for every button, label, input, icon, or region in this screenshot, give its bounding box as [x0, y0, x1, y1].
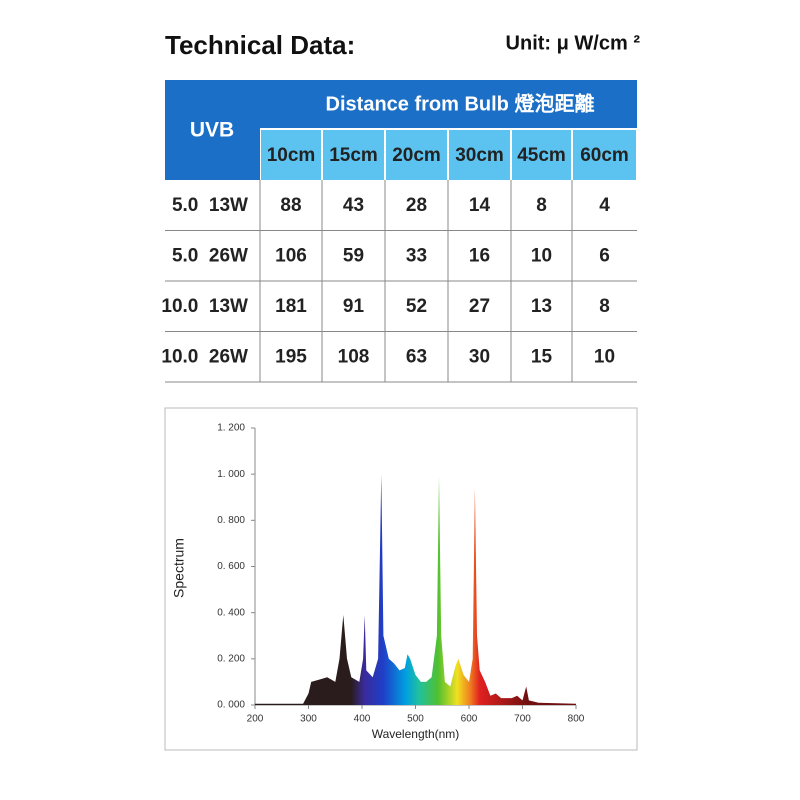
corner-bg [165, 128, 260, 180]
column-header: 15cm [329, 145, 378, 166]
column-header: 60cm [580, 145, 629, 166]
table-cell: 88 [280, 195, 301, 216]
column-header: 45cm [517, 145, 566, 166]
x-tick-label: 300 [300, 714, 317, 725]
column-header-bg [386, 130, 447, 180]
y-tick-label: 1. 200 [217, 423, 245, 434]
table-cell: 4 [599, 195, 610, 216]
column-header-bg [512, 130, 571, 180]
chart: 0. 000 0. 200 0. 400 0. 600 0. 800 1. 000 1. 2… [171, 423, 585, 742]
spectrum-area [255, 474, 576, 705]
table-cell: 13 [531, 296, 552, 317]
row-label: 5.0 13W [172, 195, 248, 216]
y-tick-label: 0. 600 [217, 561, 245, 572]
table-cell: 27 [469, 296, 490, 317]
row-label: 5.0 26W [172, 246, 248, 267]
x-tick-label: 800 [568, 714, 585, 725]
x-tick-label: 700 [514, 714, 531, 725]
table-cell: 8 [599, 296, 610, 317]
group-header: Distance from Bulb 燈泡距離 [326, 91, 595, 115]
x-tick-label: 500 [407, 714, 424, 725]
column-header-bg [449, 130, 510, 180]
table-cell: 108 [338, 347, 370, 368]
table-cell: 10 [531, 246, 552, 267]
table-cell: 30 [469, 347, 490, 368]
table-cell: 181 [275, 296, 307, 317]
row-label: 10.0 26W [161, 347, 248, 368]
x-axis-label: Wavelength(nm) [372, 727, 460, 741]
table-cell: 43 [343, 195, 364, 216]
column-header: 30cm [455, 145, 504, 166]
table-cell: 106 [275, 246, 307, 267]
y-tick-label: 0. 400 [217, 607, 245, 618]
column-header: 20cm [392, 145, 441, 166]
chart-frame [164, 407, 638, 751]
column-header-bg [573, 130, 636, 180]
table-cell: 16 [469, 246, 490, 267]
table-cell: 59 [343, 246, 364, 267]
table-cell: 195 [275, 347, 307, 368]
table-cell: 52 [406, 296, 427, 317]
table-cell: 28 [406, 195, 427, 216]
table-cell: 6 [599, 246, 610, 267]
table-cell: 15 [531, 347, 553, 368]
y-tick-label: 0. 800 [217, 515, 245, 526]
header-bg [165, 80, 637, 128]
title: Technical Data: [165, 30, 355, 60]
unit: Unit: μ W/cm ² [506, 32, 641, 54]
y-tick-label: 1. 000 [217, 469, 245, 480]
table-cell: 91 [343, 296, 365, 317]
table-cell: 10 [594, 347, 615, 368]
column-header: 10cm [267, 145, 316, 166]
table: UVB Distance from Bulb 燈泡距離 10cm 15cm 20cm 30… [161, 80, 637, 383]
y-tick-label: 0. 200 [217, 653, 245, 664]
table-cell: 14 [469, 195, 491, 216]
x-tick-label: 600 [461, 714, 478, 725]
x-tick-label: 200 [247, 714, 264, 725]
row-label: 10.0 13W [161, 296, 248, 317]
x-tick-label: 400 [354, 714, 371, 725]
table-cell: 63 [406, 347, 427, 368]
y-axis-label: Spectrum [171, 538, 187, 598]
y-tick-label: 0. 000 [217, 700, 245, 711]
table-cell: 8 [536, 195, 547, 216]
column-header-bg [261, 130, 321, 180]
table-cell: 33 [406, 246, 427, 267]
corner-label: UVB [190, 119, 234, 142]
column-header-bg [323, 130, 384, 180]
